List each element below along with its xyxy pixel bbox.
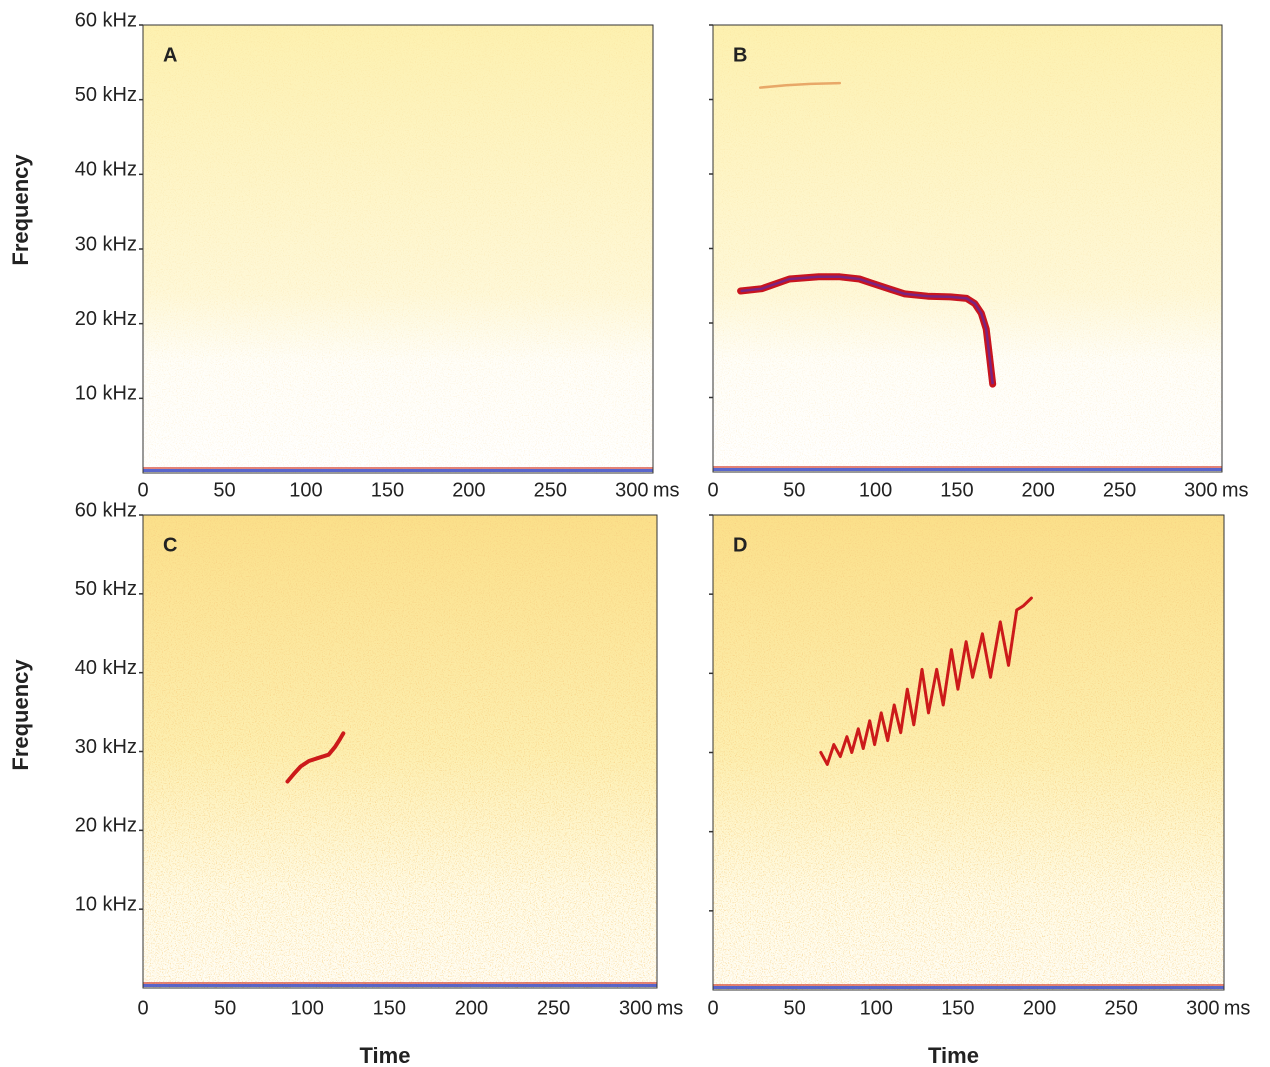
x-tick-label: 200 [452, 479, 485, 501]
y-tick-label: 60 kHz [75, 9, 137, 31]
panel: 10 kHz 20 kHz 30 kHz 40 kHz 50 kHz 60 kHz 0 50 1… [8, 9, 680, 501]
baseline-energy [143, 984, 657, 987]
x-tick-label: 50 [783, 479, 805, 501]
x-tick-label: 50 [784, 997, 806, 1019]
noise [143, 25, 653, 473]
baseline-energy [143, 982, 657, 984]
x-unit: ms [1224, 997, 1251, 1019]
x-tick-label: 150 [373, 997, 406, 1019]
x-tick-label: 250 [1104, 997, 1137, 1019]
frequency-contour [285, 731, 346, 784]
x-tick-label: 50 [213, 479, 235, 501]
y-tick-label: 10 kHz [75, 383, 137, 405]
x-tick-label: 150 [371, 479, 404, 501]
noise [143, 515, 657, 988]
contour-core [740, 275, 994, 385]
y-tick-label: 20 kHz [75, 308, 137, 330]
baseline-energy [143, 467, 653, 469]
y-axis-title: Frequency [8, 659, 33, 771]
x-tick-label: 200 [1023, 997, 1056, 1019]
x-unit: ms [653, 479, 680, 501]
panel-label: C [163, 534, 177, 556]
x-tick-label: 300 [1184, 479, 1217, 501]
baseline-energy [713, 468, 1222, 471]
x-tick-label: 50 [214, 997, 236, 1019]
baseline-energy [143, 469, 653, 472]
baseline-energy [713, 986, 1224, 989]
x-tick-label: 0 [707, 997, 718, 1019]
x-tick-label: 100 [291, 997, 324, 1019]
x-tick-label: 200 [1022, 479, 1055, 501]
y-tick-label: 40 kHz [75, 159, 137, 181]
x-tick-label: 0 [137, 997, 148, 1019]
x-tick-label: 150 [941, 997, 974, 1019]
y-tick-label: 50 kHz [75, 84, 137, 106]
x-tick-label: 100 [860, 997, 893, 1019]
x-tick-label: 0 [707, 479, 718, 501]
x-axis-title: Time [928, 1043, 979, 1067]
y-tick-label: 10 kHz [75, 893, 137, 915]
panel: 0 50 100 150 200 250 300 ms B [707, 24, 1249, 501]
panel: 10 kHz 20 kHz 30 kHz 40 kHz 50 kHz 60 kHz 0 50 1… [8, 499, 684, 1067]
x-tick-label: 300 [615, 479, 648, 501]
x-tick-label: 250 [1103, 479, 1136, 501]
y-tick-label: 20 kHz [75, 815, 137, 837]
noise [713, 515, 1224, 990]
y-tick-label: 30 kHz [75, 233, 137, 255]
x-tick-label: 250 [537, 997, 570, 1019]
baseline-energy [713, 466, 1222, 468]
x-tick-label: 250 [534, 479, 567, 501]
y-tick-label: 40 kHz [75, 657, 137, 679]
x-tick-label: 300 [1186, 997, 1219, 1019]
y-tick-label: 60 kHz [75, 499, 137, 521]
y-axis-title: Frequency [8, 154, 33, 266]
panel: 0 50 100 150 200 250 300 ms D Time [707, 514, 1251, 1067]
x-tick-label: 100 [289, 479, 322, 501]
baseline-energy [713, 984, 1224, 986]
frequency-contour [758, 81, 842, 89]
panel-label: D [733, 534, 747, 556]
x-tick-label: 200 [455, 997, 488, 1019]
x-unit: ms [657, 997, 684, 1019]
x-tick-label: 100 [859, 479, 892, 501]
noise [713, 25, 1222, 472]
y-tick-label: 50 kHz [75, 578, 137, 600]
x-axis-title: Time [360, 1043, 411, 1067]
x-tick-label: 0 [137, 479, 148, 501]
x-unit: ms [1222, 479, 1249, 501]
y-tick-label: 30 kHz [75, 736, 137, 758]
panel-label: B [733, 44, 747, 66]
panel-label: A [163, 44, 177, 66]
x-tick-label: 300 [619, 997, 652, 1019]
x-tick-label: 150 [940, 479, 973, 501]
frequency-contour [819, 596, 1033, 766]
